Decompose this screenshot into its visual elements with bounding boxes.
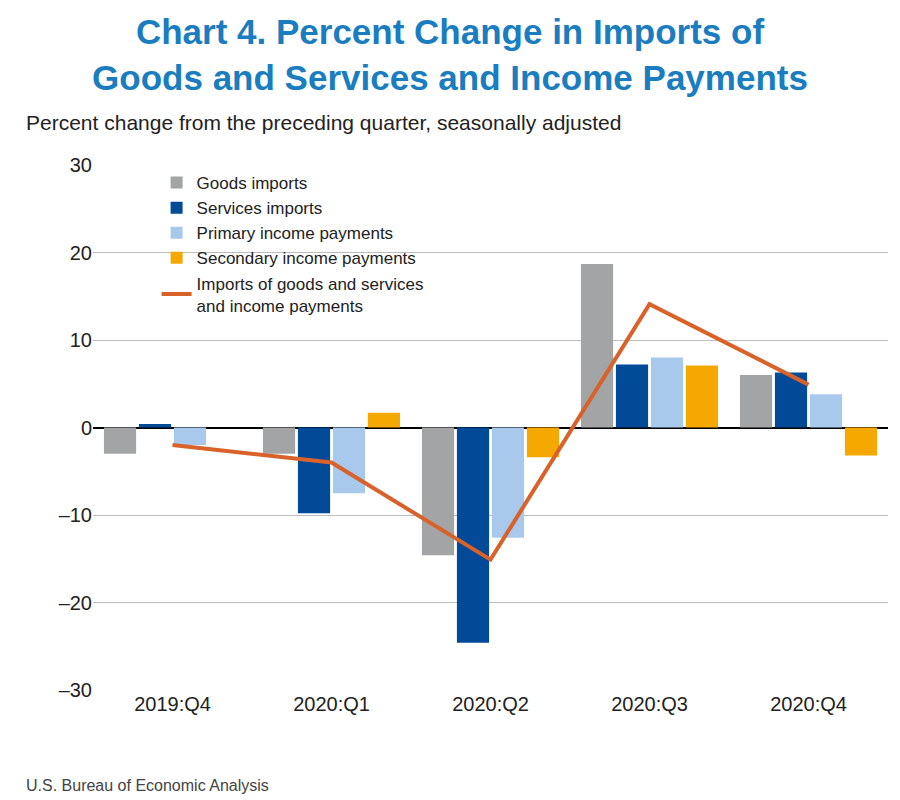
svg-text:2020:Q3: 2020:Q3	[611, 693, 688, 715]
svg-text:Services imports: Services imports	[197, 199, 323, 218]
svg-text:Primary income payments: Primary income payments	[197, 224, 394, 243]
svg-text:U.S. Bureau of Economic Analys: U.S. Bureau of Economic Analysis	[26, 777, 269, 794]
svg-text:2020:Q1: 2020:Q1	[293, 693, 370, 715]
svg-text:30: 30	[70, 154, 92, 176]
svg-text:2020:Q2: 2020:Q2	[452, 693, 529, 715]
svg-text:Secondary income payments: Secondary income payments	[197, 249, 416, 268]
svg-text:–20: –20	[59, 592, 92, 614]
svg-text:2019:Q4: 2019:Q4	[134, 693, 211, 715]
svg-text:20: 20	[70, 242, 92, 264]
svg-text:Percent change from the preced: Percent change from the preceding quarte…	[26, 111, 621, 134]
svg-text:0: 0	[81, 417, 92, 439]
svg-text:Chart 4. Percent Change in Imp: Chart 4. Percent Change in Imports ofGoo…	[92, 12, 808, 97]
svg-text:Imports of goods and servicesa: Imports of goods and servicesand income …	[197, 275, 424, 316]
svg-text:Goods imports: Goods imports	[197, 174, 308, 193]
svg-text:2020:Q4: 2020:Q4	[770, 693, 847, 715]
svg-text:–10: –10	[59, 504, 92, 526]
svg-text:10: 10	[70, 329, 92, 351]
svg-text:–30: –30	[59, 679, 92, 701]
